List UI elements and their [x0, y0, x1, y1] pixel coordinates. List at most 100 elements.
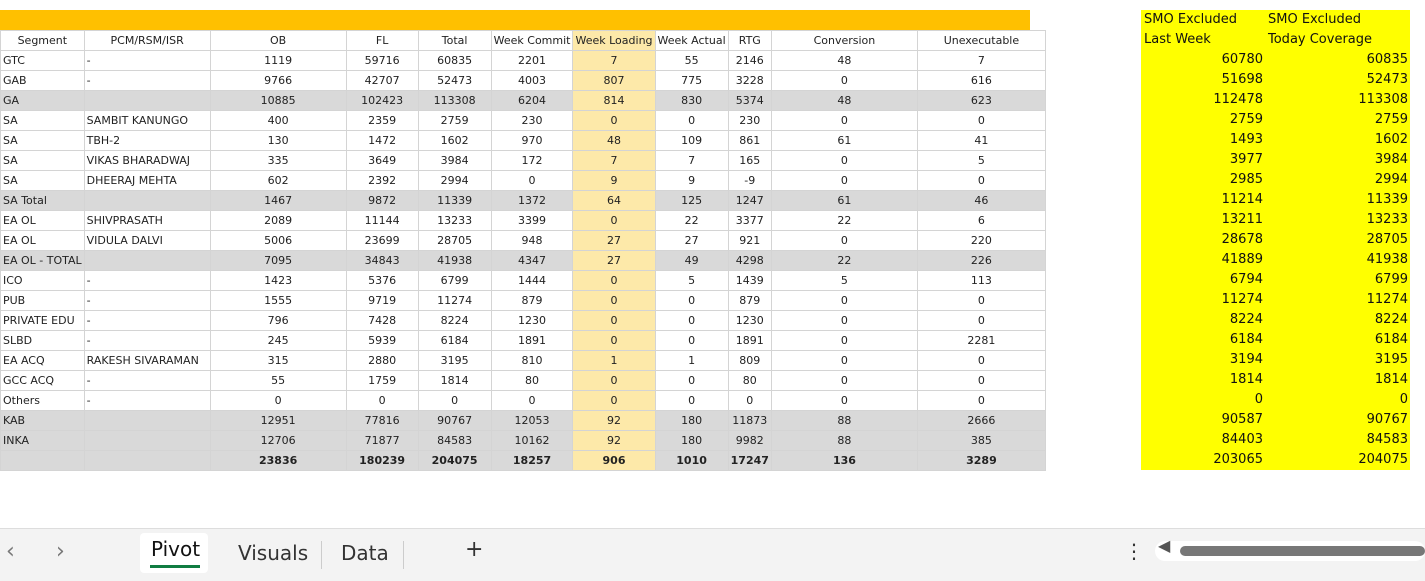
table-row: GTC -1119 59716 60835 2201 7 55 2146 48 7 [0, 50, 1046, 71]
cell: 9 [654, 170, 729, 191]
column-header: Conversion [770, 30, 918, 51]
sheet-tab[interactable]: Data [341, 541, 389, 565]
cell: 1891 [490, 330, 574, 351]
panel-value: 2759 [1374, 112, 1408, 127]
more-options[interactable]: ⋮ [1124, 539, 1144, 563]
cell: 172 [490, 150, 574, 171]
cell: PRIVATE EDU [0, 310, 85, 331]
cell: 230 [727, 110, 772, 131]
cell: 2359 [345, 110, 419, 131]
cell: 1 [654, 350, 729, 371]
cell: 0 [654, 370, 729, 391]
panel-value: 8224 [1374, 312, 1408, 327]
cell: 3377 [727, 210, 772, 231]
cell: 6799 [417, 270, 492, 291]
cell: 6 [916, 210, 1046, 231]
comparison-panel: SMO Excluded Last Week SMO Excluded Today C… [1141, 10, 1410, 470]
cell: 130 [209, 130, 347, 151]
cell: 245 [209, 330, 347, 351]
panel-value: 84583 [1366, 432, 1408, 447]
cell: 1555 [209, 290, 347, 311]
table-row: SA DHEERAJ MEHTA 602 2392 2994 0 9 9 -9 0 0 [0, 170, 1046, 191]
panel-value: 0 [1254, 392, 1263, 407]
panel-value: 2985 [1229, 172, 1263, 187]
table-row: SA VIKAS BHARADWAJ 335 3649 3984 172 7 7 165 0 5 [0, 150, 1046, 171]
cell: 0 [770, 310, 918, 331]
cell: 165 [727, 150, 772, 171]
cell [83, 190, 211, 211]
sheet-tab[interactable]: Pivot [151, 537, 201, 561]
cell: 3984 [417, 150, 492, 171]
cell: 64 [572, 190, 656, 211]
panel-value: 41938 [1366, 252, 1408, 267]
cell: SA [0, 150, 85, 171]
cell: 7 [572, 150, 656, 171]
panel-value: 60780 [1221, 52, 1263, 67]
cell: 0 [654, 110, 729, 131]
cell: GAB [0, 70, 85, 91]
cell: 7 [572, 50, 656, 71]
panel-value: 3194 [1229, 352, 1263, 367]
column-header: PCM/RSM/ISR [83, 30, 211, 51]
cell: 22 [770, 250, 918, 271]
cell: 11144 [345, 210, 419, 231]
cell: 9 [572, 170, 656, 191]
table-row: 23836 180239 204075 18257 906 1010 17247 136 328… [0, 450, 1046, 471]
cell: 180 [654, 430, 729, 451]
cell: 27 [654, 230, 729, 251]
panel-value: 1602 [1374, 132, 1408, 147]
cell: 230 [490, 110, 574, 131]
cell: RAKESH SIVARAMAN [83, 350, 211, 371]
table-row: SA TBH-2 130 1472 1602 970 48 109 861 61 41 [0, 130, 1046, 151]
scrollbar-thumb[interactable] [1180, 546, 1425, 556]
cell: 0 [770, 170, 918, 191]
cell: EA OL [0, 230, 85, 251]
cell: 113 [916, 270, 1046, 291]
cell: 226 [916, 250, 1046, 271]
cell: - [83, 270, 211, 291]
cell: 0 [654, 290, 729, 311]
cell: 5006 [209, 230, 347, 251]
add-sheet[interactable]: + [465, 537, 484, 562]
cell: 1230 [490, 310, 574, 331]
cell: 1247 [727, 190, 772, 211]
cell: 861 [727, 130, 772, 151]
cell [83, 410, 211, 431]
cell: 1010 [654, 450, 729, 471]
prev-sheet[interactable]: ‹ [6, 539, 15, 564]
panel-value: 3977 [1229, 152, 1263, 167]
cell: 4003 [490, 70, 574, 91]
column-header: FL [345, 30, 419, 51]
cell: KAB [0, 410, 85, 431]
cell: 906 [572, 450, 656, 471]
cell: - [83, 390, 211, 411]
next-sheet[interactable]: › [56, 539, 65, 564]
cell: 22 [770, 210, 918, 231]
cell: 48 [572, 130, 656, 151]
cell: 0 [916, 290, 1046, 311]
table-row: ICO -1423 5376 6799 1444 0 5 1439 5 113 [0, 270, 1046, 291]
table-row: GCC ACQ -55 1759 1814 80 0 0 80 0 0 [0, 370, 1046, 391]
cell: 0 [770, 370, 918, 391]
cell: 5939 [345, 330, 419, 351]
cell: PUB [0, 290, 85, 311]
cell: 970 [490, 130, 574, 151]
panel-value: 28678 [1221, 232, 1263, 247]
cell: 18257 [490, 450, 574, 471]
panel-value: 84403 [1221, 432, 1263, 447]
panel-value: 204075 [1358, 452, 1408, 467]
column-header: Total [417, 30, 492, 51]
cell: GTC [0, 50, 85, 71]
cell: 5374 [727, 90, 772, 111]
panel-value: 41889 [1221, 252, 1263, 267]
table-row: Others -0 0 0 0 0 0 0 0 0 [0, 390, 1046, 411]
cell: 2281 [916, 330, 1046, 351]
scroll-left[interactable]: ◀ [1158, 536, 1171, 555]
cell: 92 [572, 430, 656, 451]
cell: 6184 [417, 330, 492, 351]
cell: 23699 [345, 230, 419, 251]
cell [83, 90, 211, 111]
cell: 7095 [209, 250, 347, 271]
table-row: SA Total 1467 9872 11339 1372 64 125 1247 61 46 [0, 190, 1046, 211]
sheet-tab[interactable]: Visuals [238, 541, 309, 565]
